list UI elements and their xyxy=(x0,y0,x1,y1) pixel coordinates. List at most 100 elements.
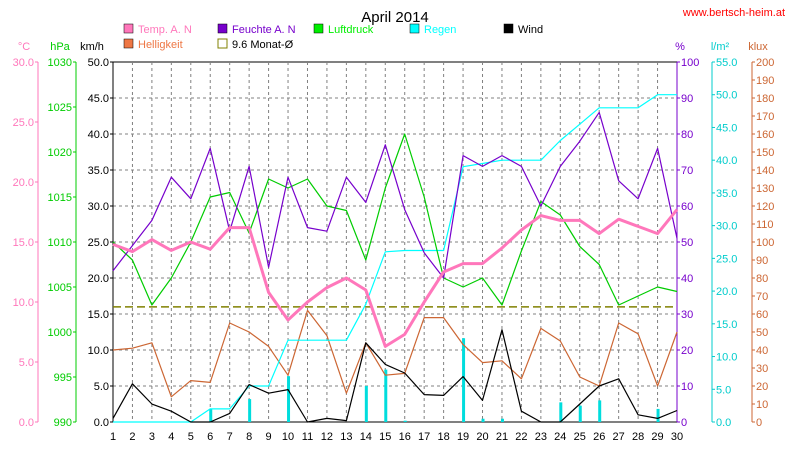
y-tick-label-light: 160 xyxy=(756,129,774,141)
y-tick-label-pct: 30 xyxy=(681,309,693,321)
y-tick-label-rain: 50.0 xyxy=(716,90,737,102)
y-tick-label-temp: 30.0 xyxy=(13,57,34,69)
rain-daily-bar xyxy=(364,386,368,422)
y-tick-label-pct: 0 xyxy=(681,417,687,429)
y-tick-label-rain: 0.0 xyxy=(716,417,731,429)
rain-daily-bar xyxy=(248,399,252,422)
legend-label: Luftdruck xyxy=(328,24,374,36)
series-line-humid xyxy=(112,111,678,279)
x-tick-label: 1 xyxy=(110,431,116,443)
y-tick-label-light: 80 xyxy=(756,273,768,285)
y-tick-label-light: 170 xyxy=(756,111,774,123)
y-tick-label-wind: 50.0 xyxy=(88,57,109,69)
x-tick-label: 8 xyxy=(246,431,252,443)
y-tick-label-light: 140 xyxy=(756,165,774,177)
y-tick-label-light: 130 xyxy=(756,183,774,195)
y-tick-label-light: 40 xyxy=(756,345,768,357)
unit-label-hpa: hPa xyxy=(50,41,70,53)
y-tick-label-hpa: 1030 xyxy=(48,57,72,69)
y-tick-label-light: 150 xyxy=(756,147,774,159)
y-tick-label-light: 100 xyxy=(756,237,774,249)
y-tick-label-light: 110 xyxy=(756,219,774,231)
x-tick-label: 14 xyxy=(360,431,372,443)
legend-label: 9.6 Monat-Ø xyxy=(232,39,294,51)
x-tick-label: 30 xyxy=(671,431,683,443)
y-tick-label-wind: 0.0 xyxy=(94,417,109,429)
y-tick-label-light: 190 xyxy=(756,75,774,87)
y-tick-label-rain: 45.0 xyxy=(716,122,737,134)
rain-daily-bar xyxy=(598,400,602,422)
y-tick-label-wind: 40.0 xyxy=(88,129,109,141)
x-tick-label: 19 xyxy=(457,431,469,443)
x-tick-label: 3 xyxy=(149,431,155,443)
y-tick-label-light: 30 xyxy=(756,363,768,375)
x-tick-label: 15 xyxy=(379,431,391,443)
y-tick-label-light: 60 xyxy=(756,309,768,321)
y-tick-label-rain: 35.0 xyxy=(716,188,737,200)
y-tick-label-hpa: 1005 xyxy=(48,282,72,294)
series-line-light xyxy=(112,309,678,398)
legend-label: Wind xyxy=(518,24,543,36)
x-tick-label: 24 xyxy=(554,431,566,443)
y-tick-label-pct: 50 xyxy=(681,237,693,249)
y-tick-label-temp: 5.0 xyxy=(19,357,34,369)
series-line-temp xyxy=(112,208,679,348)
x-tick-label: 28 xyxy=(632,431,644,443)
y-tick-label-rain: 10.0 xyxy=(716,352,737,364)
y-tick-label-light: 10 xyxy=(756,399,768,411)
y-tick-label-pct: 90 xyxy=(681,93,693,105)
y-tick-label-pct: 70 xyxy=(681,165,693,177)
x-tick-label: 22 xyxy=(515,431,527,443)
unit-label-light: klux xyxy=(748,41,768,53)
y-tick-label-hpa: 1000 xyxy=(48,327,72,339)
y-tick-label-wind: 25.0 xyxy=(88,237,109,249)
legend-swatch xyxy=(409,23,420,34)
x-tick-label: 7 xyxy=(227,431,233,443)
rain-daily-bar xyxy=(481,418,485,422)
unit-label-wind: km/h xyxy=(80,41,104,53)
y-tick-label-pct: 60 xyxy=(681,201,693,213)
x-tick-label: 21 xyxy=(496,431,508,443)
rain-daily-bar xyxy=(559,402,563,422)
y-tick-label-rain: 30.0 xyxy=(716,221,737,233)
y-tick-label-light: 70 xyxy=(756,291,768,303)
y-tick-label-wind: 10.0 xyxy=(88,345,109,357)
y-tick-label-wind: 35.0 xyxy=(88,165,109,177)
y-tick-label-hpa: 1015 xyxy=(48,192,72,204)
legend-swatch xyxy=(217,23,228,34)
series-line-press xyxy=(112,133,678,306)
y-tick-label-temp: 10.0 xyxy=(13,297,34,309)
legend-swatch xyxy=(123,38,134,49)
y-tick-label-wind: 5.0 xyxy=(94,381,109,393)
x-tick-label: 25 xyxy=(574,431,586,443)
x-tick-label: 9 xyxy=(266,431,272,443)
y-tick-label-pct: 80 xyxy=(681,129,693,141)
rain-daily-bar xyxy=(287,376,291,422)
y-tick-label-hpa: 1020 xyxy=(48,147,72,159)
y-tick-label-wind: 45.0 xyxy=(88,93,109,105)
rain-daily-bar xyxy=(578,405,582,422)
unit-label-pct: % xyxy=(675,41,685,53)
y-tick-label-hpa: 990 xyxy=(54,417,72,429)
rain-daily-bar xyxy=(500,418,504,422)
y-tick-label-rain: 20.0 xyxy=(716,286,737,298)
y-tick-label-light: 180 xyxy=(756,93,774,105)
rain-daily-bar xyxy=(384,369,388,422)
series-line-wind xyxy=(112,329,678,423)
x-tick-label: 5 xyxy=(188,431,194,443)
y-tick-label-light: 50 xyxy=(756,327,768,339)
legend-swatch xyxy=(217,38,228,49)
y-tick-label-hpa: 995 xyxy=(54,372,72,384)
x-tick-label: 17 xyxy=(418,431,430,443)
y-tick-label-rain: 55.0 xyxy=(716,57,737,69)
y-tick-label-pct: 20 xyxy=(681,345,693,357)
y-tick-label-rain: 40.0 xyxy=(716,155,737,167)
legend-swatch xyxy=(503,23,514,34)
site-url: www.bertsch-heim.at xyxy=(682,7,785,19)
x-tick-label: 26 xyxy=(593,431,605,443)
legend-swatch xyxy=(313,23,324,34)
legend-label: Regen xyxy=(424,24,456,36)
x-tick-label: 20 xyxy=(476,431,488,443)
y-tick-label-temp: 20.0 xyxy=(13,177,34,189)
